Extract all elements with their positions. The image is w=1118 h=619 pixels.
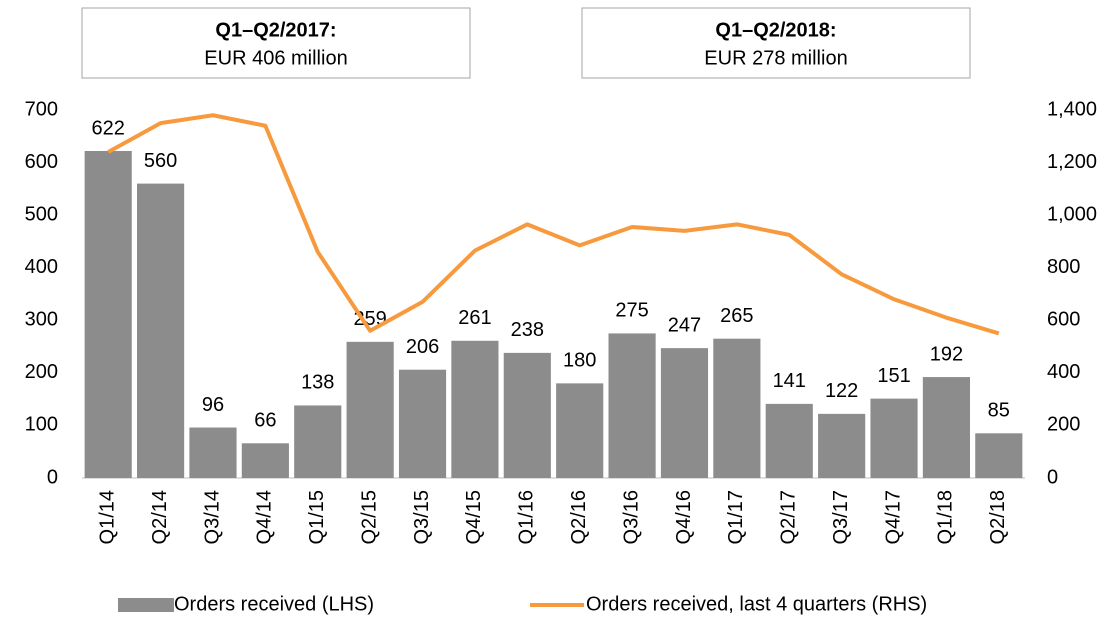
x-tick-label: Q1/14 xyxy=(96,490,118,544)
data-label: 247 xyxy=(668,314,701,336)
y2-tick-label: 1,400 xyxy=(1047,98,1097,120)
data-label: 141 xyxy=(773,370,806,392)
y-tick-label: 500 xyxy=(25,203,58,225)
bar xyxy=(975,433,1023,478)
annotation-box xyxy=(81,7,471,79)
data-label: 85 xyxy=(988,400,1010,422)
legend-swatch xyxy=(118,598,174,612)
y-tick-label: 100 xyxy=(25,414,58,436)
y2-tick-label: 200 xyxy=(1047,414,1080,436)
annotation-title: Q1–Q2/2018: xyxy=(715,19,836,41)
bar xyxy=(294,405,342,478)
x-tick-label: Q4/17 xyxy=(882,490,904,544)
data-label: 261 xyxy=(458,307,491,329)
y2-tick-label: 1,000 xyxy=(1047,203,1097,225)
bar xyxy=(922,377,970,478)
bar xyxy=(241,443,289,478)
x-tick-label: Q4/14 xyxy=(254,490,276,544)
bar xyxy=(713,338,761,478)
x-tick-label: Q3/17 xyxy=(830,490,852,544)
y-tick-label: 200 xyxy=(25,361,58,383)
legend-label: Orders received, last 4 quarters (RHS) xyxy=(586,593,927,615)
data-label: 180 xyxy=(563,350,596,372)
data-label: 206 xyxy=(406,336,439,358)
x-tick-label: Q1/16 xyxy=(516,490,538,544)
annotation-title: Q1–Q2/2017: xyxy=(215,19,336,41)
x-tick-label: Q1/18 xyxy=(935,490,957,544)
y2-tick-label: 400 xyxy=(1047,361,1080,383)
x-tick-label: Q2/15 xyxy=(358,490,380,544)
x-tick-label: Q4/16 xyxy=(673,490,695,544)
y2-tick-label: 0 xyxy=(1047,466,1058,488)
bar xyxy=(189,427,237,478)
data-label: 238 xyxy=(511,319,544,341)
annotation-text: EUR 278 million xyxy=(704,47,847,69)
x-tick-label: Q2/17 xyxy=(778,490,800,544)
x-tick-label: Q3/16 xyxy=(620,490,642,544)
annotation-text: EUR 406 million xyxy=(204,47,347,69)
bar xyxy=(451,340,499,478)
bar xyxy=(137,183,185,478)
bar xyxy=(765,403,813,478)
bar xyxy=(346,341,394,478)
y-tick-label: 400 xyxy=(25,256,58,278)
bar xyxy=(556,383,604,478)
data-label: 96 xyxy=(202,394,224,416)
y-tick-label: 600 xyxy=(25,151,58,173)
y-tick-label: 300 xyxy=(25,309,58,331)
data-label: 560 xyxy=(144,150,177,172)
data-label: 275 xyxy=(615,300,648,322)
y2-tick-label: 1,200 xyxy=(1047,151,1097,173)
x-tick-label: Q3/14 xyxy=(201,490,223,544)
y2-tick-label: 800 xyxy=(1047,256,1080,278)
y-tick-label: 0 xyxy=(47,466,58,488)
bar xyxy=(660,348,709,478)
data-label: 151 xyxy=(877,365,910,387)
annotation-box xyxy=(581,7,971,79)
bar xyxy=(870,398,918,478)
x-tick-label: Q2/16 xyxy=(568,490,590,544)
x-tick-label: Q2/18 xyxy=(987,490,1009,544)
data-label: 265 xyxy=(720,305,753,327)
data-label: 192 xyxy=(930,343,963,365)
x-tick-label: Q1/15 xyxy=(306,490,328,544)
bar xyxy=(608,333,656,478)
x-tick-label: Q3/15 xyxy=(411,490,433,544)
bar xyxy=(398,369,447,478)
data-label: 66 xyxy=(254,410,276,432)
bar xyxy=(84,151,132,478)
data-label: 138 xyxy=(301,372,334,394)
bar xyxy=(818,413,866,478)
line xyxy=(107,113,1000,336)
y2-tick-label: 600 xyxy=(1047,309,1080,331)
bar xyxy=(503,352,551,478)
legend-label: Orders received (LHS) xyxy=(174,593,374,615)
data-label: 122 xyxy=(825,380,858,402)
x-tick-label: Q4/15 xyxy=(463,490,485,544)
data-label: 622 xyxy=(92,117,125,139)
x-tick-label: Q2/14 xyxy=(149,490,171,544)
y-tick-label: 700 xyxy=(25,98,58,120)
x-tick-label: Q1/17 xyxy=(725,490,747,544)
